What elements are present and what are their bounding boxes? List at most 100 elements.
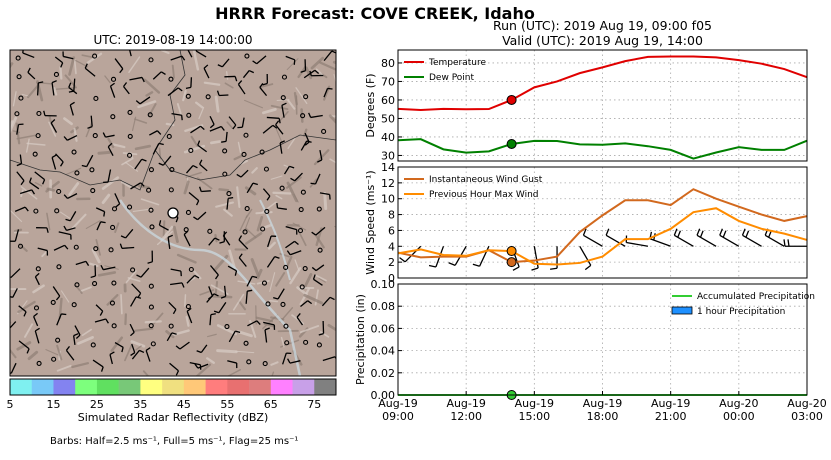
map-wind-barb: [197, 144, 208, 153]
terrain-ridge: [124, 344, 133, 362]
y-tick-label: 4: [388, 240, 395, 253]
colorbar-tick-label: 45: [177, 398, 191, 411]
map-calm-circle: [109, 300, 115, 306]
colorbar-swatch: [314, 379, 337, 395]
wind-barb-feather: [783, 239, 786, 247]
terrain-ridge: [207, 333, 217, 338]
x-tick-label-date: Aug-19: [378, 397, 417, 410]
terrain-ridge: [34, 181, 43, 187]
map-wind-barb: [33, 316, 39, 327]
y-tick-label: 60: [381, 94, 395, 107]
map-wind-barb: [129, 323, 135, 333]
map-wind-barb: [190, 125, 201, 134]
map-calm-circle: [297, 228, 304, 234]
x-tick-label-date: Aug-19: [583, 397, 622, 410]
map-wind-barb: [34, 276, 40, 286]
map-calm-circle: [36, 360, 42, 366]
map-wind-barb: [167, 237, 171, 250]
map-wind-barb: [14, 206, 26, 212]
map-wind-barb: [209, 314, 212, 326]
colorbar-swatch: [270, 379, 293, 395]
map-wind-barb: [203, 67, 210, 79]
map-wind-barb: [319, 149, 323, 161]
terrain-ridge: [10, 116, 18, 135]
map-layer: [4, 50, 336, 376]
map-calm-circle: [16, 74, 22, 80]
terrain-ridge: [223, 208, 233, 217]
map-calm-circle: [149, 224, 155, 230]
map-wind-barb-flag: [312, 274, 316, 280]
map-wind-barb-flag: [198, 186, 202, 192]
wind-barb: [404, 245, 422, 263]
map-calm-circle: [92, 133, 98, 139]
map-wind-barb-flag: [158, 162, 164, 166]
run-valid-title: Run (UTC): 2019 Aug 19, 09:00 f05 Valid …: [398, 18, 807, 48]
y-tick-label: 12: [381, 177, 395, 190]
y-axis-label: Wind Speed (ms⁻¹): [364, 170, 377, 274]
map-wind-barb-flag: [51, 154, 57, 159]
colorbar-tick-label: 75: [307, 398, 321, 411]
terrain-ridge: [199, 289, 215, 296]
wind-barb: [579, 245, 592, 266]
map-wind-barb: [314, 173, 321, 185]
y-axis-label: Precipitation (in): [354, 294, 367, 385]
terrain-ridge: [228, 249, 236, 270]
map-wind-barb-flag: [314, 69, 320, 74]
map-wind-barb: [195, 50, 207, 58]
map-wind-barb-flag: [140, 182, 145, 187]
map-wind-barb-flag: [84, 63, 88, 69]
map-wind-barb: [69, 104, 74, 116]
legend-label: Instantaneous Wind Gust: [429, 175, 543, 185]
map-wind-barb-flag: [158, 142, 164, 146]
map-wind-barb: [14, 229, 20, 242]
map-calm-circle: [241, 151, 247, 158]
terrain-ridge: [26, 142, 46, 146]
map-calm-circle: [244, 53, 250, 59]
legend-label: Dew Point: [429, 73, 475, 83]
terrain-ridge: [52, 86, 58, 96]
colorbar-swatch: [31, 379, 54, 395]
map-calm-circle: [262, 361, 268, 367]
map-calm-circle: [300, 113, 306, 119]
map-wind-barb-flag: [192, 164, 198, 169]
terrain-ridge: [239, 215, 248, 232]
map-wind-barb: [90, 115, 93, 127]
map-wind-barb-flag: [121, 347, 124, 353]
map-wind-barb-flag: [247, 289, 253, 292]
terrain-ridge: [286, 58, 299, 71]
map-wind-barb-flag: [85, 261, 90, 266]
map-wind-barb: [183, 234, 191, 247]
map-wind-barb: [140, 267, 150, 278]
map-wind-barb-flag: [279, 140, 285, 144]
map-wind-barb: [228, 116, 237, 126]
wind-barb-feather: [582, 228, 587, 236]
map-calm-circle: [185, 209, 192, 216]
panel-frame: [397, 49, 808, 162]
wind-barb: [626, 241, 649, 247]
map-wind-barb: [86, 154, 94, 167]
map-calm-circle: [90, 187, 96, 194]
map-wind-barb: [245, 291, 248, 304]
map-wind-barb: [103, 266, 116, 271]
terrain-ridge: [303, 273, 313, 289]
map-wind-barb-flag: [252, 182, 258, 186]
map-wind-barb-flag: [290, 177, 296, 182]
map-wind-barb-flag: [175, 370, 180, 376]
map-wind-barb-flag: [107, 142, 113, 148]
map-wind-barb-flag: [329, 296, 335, 301]
map-wind-barb-flag: [238, 253, 243, 259]
terrain-ridge: [195, 363, 212, 376]
map-calm-circle: [316, 342, 322, 348]
map-wind-barb: [52, 286, 61, 297]
map-calm-circle: [298, 206, 304, 213]
map-wind-barb-flag: [252, 275, 258, 279]
wind-barb-feather: [787, 239, 790, 247]
map-calm-circle: [284, 340, 290, 346]
map-wind-barb-flag: [4, 328, 8, 330]
terrain-ridge: [285, 176, 302, 189]
map-wind-barb-flag: [232, 124, 237, 130]
terrain-ridge: [289, 267, 302, 285]
map-calm-circle: [50, 299, 56, 305]
colorbar-swatch: [249, 379, 272, 395]
